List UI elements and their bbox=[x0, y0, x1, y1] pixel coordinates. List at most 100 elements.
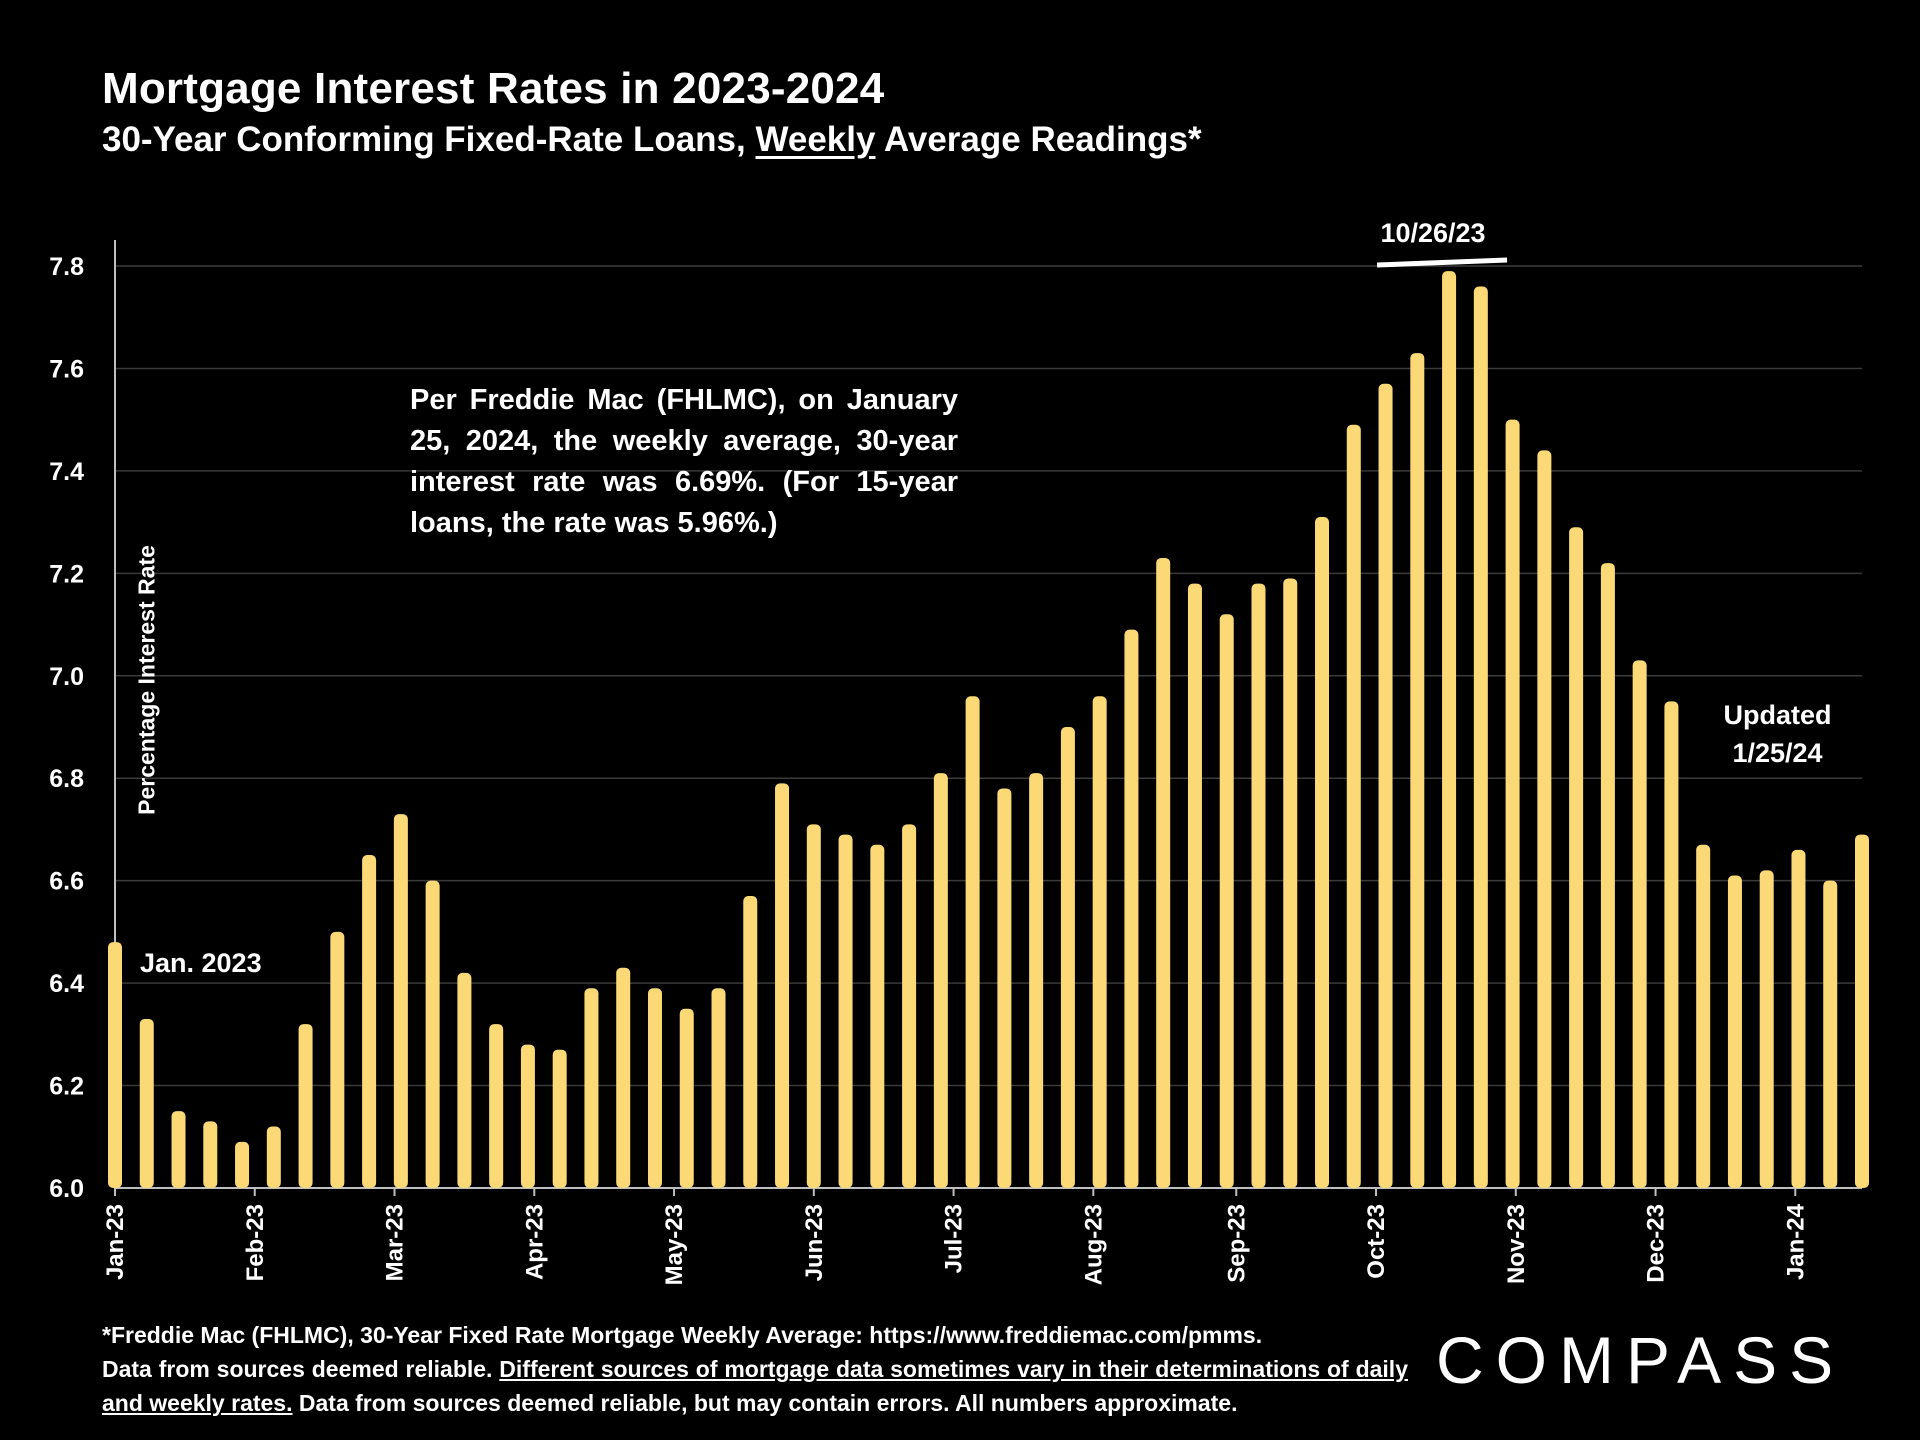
x-tick-label: Aug-23 bbox=[1080, 1204, 1107, 1285]
bar bbox=[1410, 353, 1425, 1189]
y-tick-label: 7.2 bbox=[49, 560, 84, 588]
bar bbox=[1156, 557, 1171, 1188]
bar bbox=[1791, 849, 1806, 1188]
x-tick-label: Apr-23 bbox=[521, 1204, 548, 1280]
subtitle-weekly: Weekly bbox=[755, 120, 876, 159]
footnote-line2-pre: Data from sources deemed reliable. bbox=[102, 1356, 500, 1382]
bar bbox=[266, 1126, 281, 1188]
y-tick-label: 6.2 bbox=[49, 1073, 84, 1101]
bar bbox=[457, 972, 472, 1188]
x-tick-label: Sep-23 bbox=[1223, 1204, 1250, 1283]
bar bbox=[806, 824, 821, 1188]
x-tick-label: Dec-23 bbox=[1643, 1204, 1670, 1283]
bar bbox=[902, 824, 917, 1188]
bar bbox=[235, 1141, 250, 1188]
bar bbox=[1378, 383, 1393, 1188]
bar bbox=[838, 834, 853, 1188]
bar bbox=[203, 1121, 218, 1188]
bar bbox=[647, 988, 662, 1188]
bar bbox=[139, 1018, 154, 1188]
bar bbox=[1346, 424, 1361, 1188]
bar bbox=[870, 844, 885, 1188]
footnote-line2-underlined: Different sources of mortgage data somet… bbox=[102, 1356, 1408, 1416]
bar bbox=[1569, 527, 1584, 1188]
bar bbox=[1315, 516, 1330, 1188]
footnote: *Freddie Mac (FHLMC), 30-Year Fixed Rate… bbox=[102, 1318, 1408, 1420]
x-tick-label: Jan-23 bbox=[102, 1204, 129, 1280]
bar bbox=[1855, 834, 1869, 1188]
bar bbox=[1092, 696, 1107, 1188]
peak-marker-line bbox=[1376, 257, 1508, 268]
x-tick-label: Feb-23 bbox=[242, 1204, 269, 1281]
bar bbox=[584, 988, 599, 1188]
bar bbox=[616, 967, 631, 1188]
y-tick-label: 7.4 bbox=[49, 458, 84, 486]
bar bbox=[108, 942, 122, 1188]
y-tick-label: 6.0 bbox=[49, 1175, 84, 1203]
bar bbox=[1632, 660, 1647, 1188]
bar bbox=[1537, 450, 1552, 1188]
bar bbox=[1505, 419, 1520, 1189]
bar bbox=[1696, 844, 1711, 1188]
bar bbox=[1664, 701, 1679, 1188]
footnote-line1: *Freddie Mac (FHLMC), 30-Year Fixed Rate… bbox=[102, 1322, 1263, 1348]
bar bbox=[1283, 578, 1298, 1188]
subtitle-suffix: Average Readings* bbox=[875, 120, 1202, 159]
start-label: Jan. 2023 bbox=[140, 948, 262, 978]
bar bbox=[1727, 875, 1742, 1188]
x-tick-label: Nov-23 bbox=[1503, 1204, 1530, 1284]
bar bbox=[1759, 870, 1774, 1188]
bar bbox=[1442, 271, 1457, 1189]
y-tick-label: 6.8 bbox=[49, 765, 84, 793]
bar bbox=[1060, 727, 1075, 1188]
x-tick-label: Jun-23 bbox=[801, 1204, 828, 1281]
bar bbox=[711, 988, 726, 1188]
y-tick-label: 7.0 bbox=[49, 663, 84, 691]
chart-subtitle: 30-Year Conforming Fixed-Rate Loans, Wee… bbox=[102, 120, 1202, 160]
bar bbox=[298, 1024, 313, 1188]
bar bbox=[171, 1111, 186, 1188]
bar bbox=[1187, 583, 1202, 1188]
bar bbox=[775, 783, 790, 1188]
x-tick-label: Jan-24 bbox=[1782, 1203, 1809, 1280]
x-tick-label: Mar-23 bbox=[382, 1204, 409, 1281]
updated-label: Updated 1/25/24 bbox=[1690, 696, 1865, 772]
bar bbox=[330, 931, 345, 1188]
bar bbox=[1473, 286, 1488, 1188]
bar bbox=[1823, 880, 1838, 1188]
compass-logo: COMPASS bbox=[1436, 1323, 1846, 1397]
chart-title: Mortgage Interest Rates in 2023-2024 bbox=[102, 64, 885, 113]
y-tick-label: 6.6 bbox=[49, 868, 84, 896]
footnote-line2-post: Data from sources deemed reliable, but m… bbox=[292, 1390, 1238, 1416]
bar bbox=[489, 1024, 504, 1188]
bar bbox=[520, 1044, 535, 1188]
updated-line2: 1/25/24 bbox=[1732, 738, 1823, 768]
peak-date-label: 10/26/23 bbox=[1380, 218, 1486, 248]
bar bbox=[1124, 629, 1139, 1188]
x-tick-label: Oct-23 bbox=[1363, 1204, 1390, 1279]
x-tick-label: May-23 bbox=[661, 1204, 688, 1285]
bar bbox=[679, 1008, 694, 1188]
bar bbox=[965, 696, 980, 1188]
bar bbox=[1251, 583, 1266, 1188]
bar bbox=[362, 855, 377, 1188]
bar bbox=[997, 788, 1012, 1188]
updated-line1: Updated bbox=[1723, 700, 1832, 730]
bar bbox=[1219, 614, 1234, 1188]
footnote-line2: Data from sources deemed reliable. Diffe… bbox=[102, 1352, 1408, 1420]
bar bbox=[933, 773, 948, 1188]
y-tick-label: 7.6 bbox=[49, 355, 84, 383]
bar bbox=[1600, 563, 1615, 1188]
x-tick-label: Jul-23 bbox=[941, 1204, 968, 1273]
bar bbox=[1029, 773, 1044, 1188]
y-tick-label: 6.4 bbox=[49, 970, 84, 998]
bar bbox=[393, 814, 408, 1188]
y-axis-label: Percentage Interest Rate bbox=[133, 545, 160, 815]
y-tick-label: 7.8 bbox=[49, 253, 84, 281]
subtitle-prefix: 30-Year Conforming Fixed-Rate Loans, bbox=[102, 120, 756, 159]
bar bbox=[425, 880, 440, 1188]
bar bbox=[552, 1049, 567, 1188]
rate-note: Per Freddie Mac (FHLMC), on January 25, … bbox=[410, 384, 958, 539]
bar bbox=[743, 896, 758, 1188]
